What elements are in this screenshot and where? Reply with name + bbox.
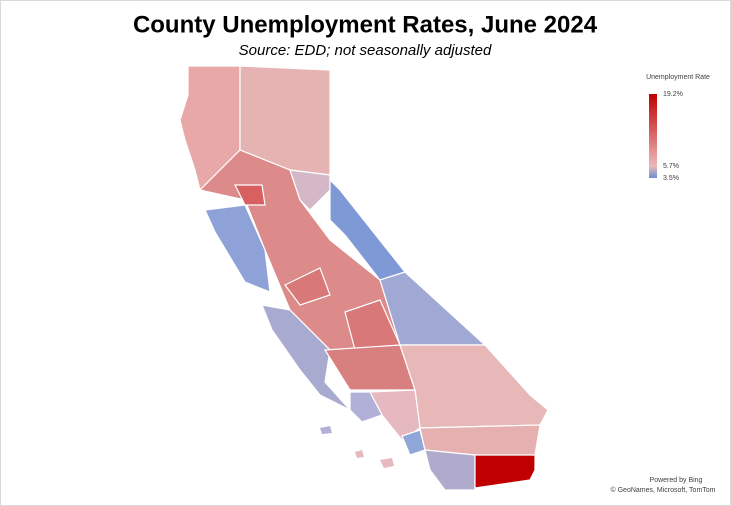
california-map xyxy=(179,65,549,491)
legend-color-bar xyxy=(649,94,657,178)
county xyxy=(349,391,383,423)
county xyxy=(204,204,271,293)
county xyxy=(424,449,476,491)
island xyxy=(320,426,332,434)
county xyxy=(474,454,536,489)
legend-title: Unemployment Rate xyxy=(646,74,710,81)
credit: © GeoNames, Microsoft, TomTom xyxy=(611,486,716,494)
county xyxy=(289,169,331,211)
island xyxy=(380,458,394,468)
legend-label: 5.7% xyxy=(663,163,679,170)
subtitle: Source: EDD; not seasonally adjusted xyxy=(239,42,492,59)
title: County Unemployment Rates, June 2024 xyxy=(133,11,598,38)
county xyxy=(419,424,541,456)
island xyxy=(355,450,364,458)
legend-label: 3.5% xyxy=(663,175,679,182)
legend-label: 19.2% xyxy=(663,91,683,98)
county xyxy=(284,267,331,306)
credit: Powered by Bing xyxy=(650,477,703,484)
county xyxy=(234,184,266,206)
